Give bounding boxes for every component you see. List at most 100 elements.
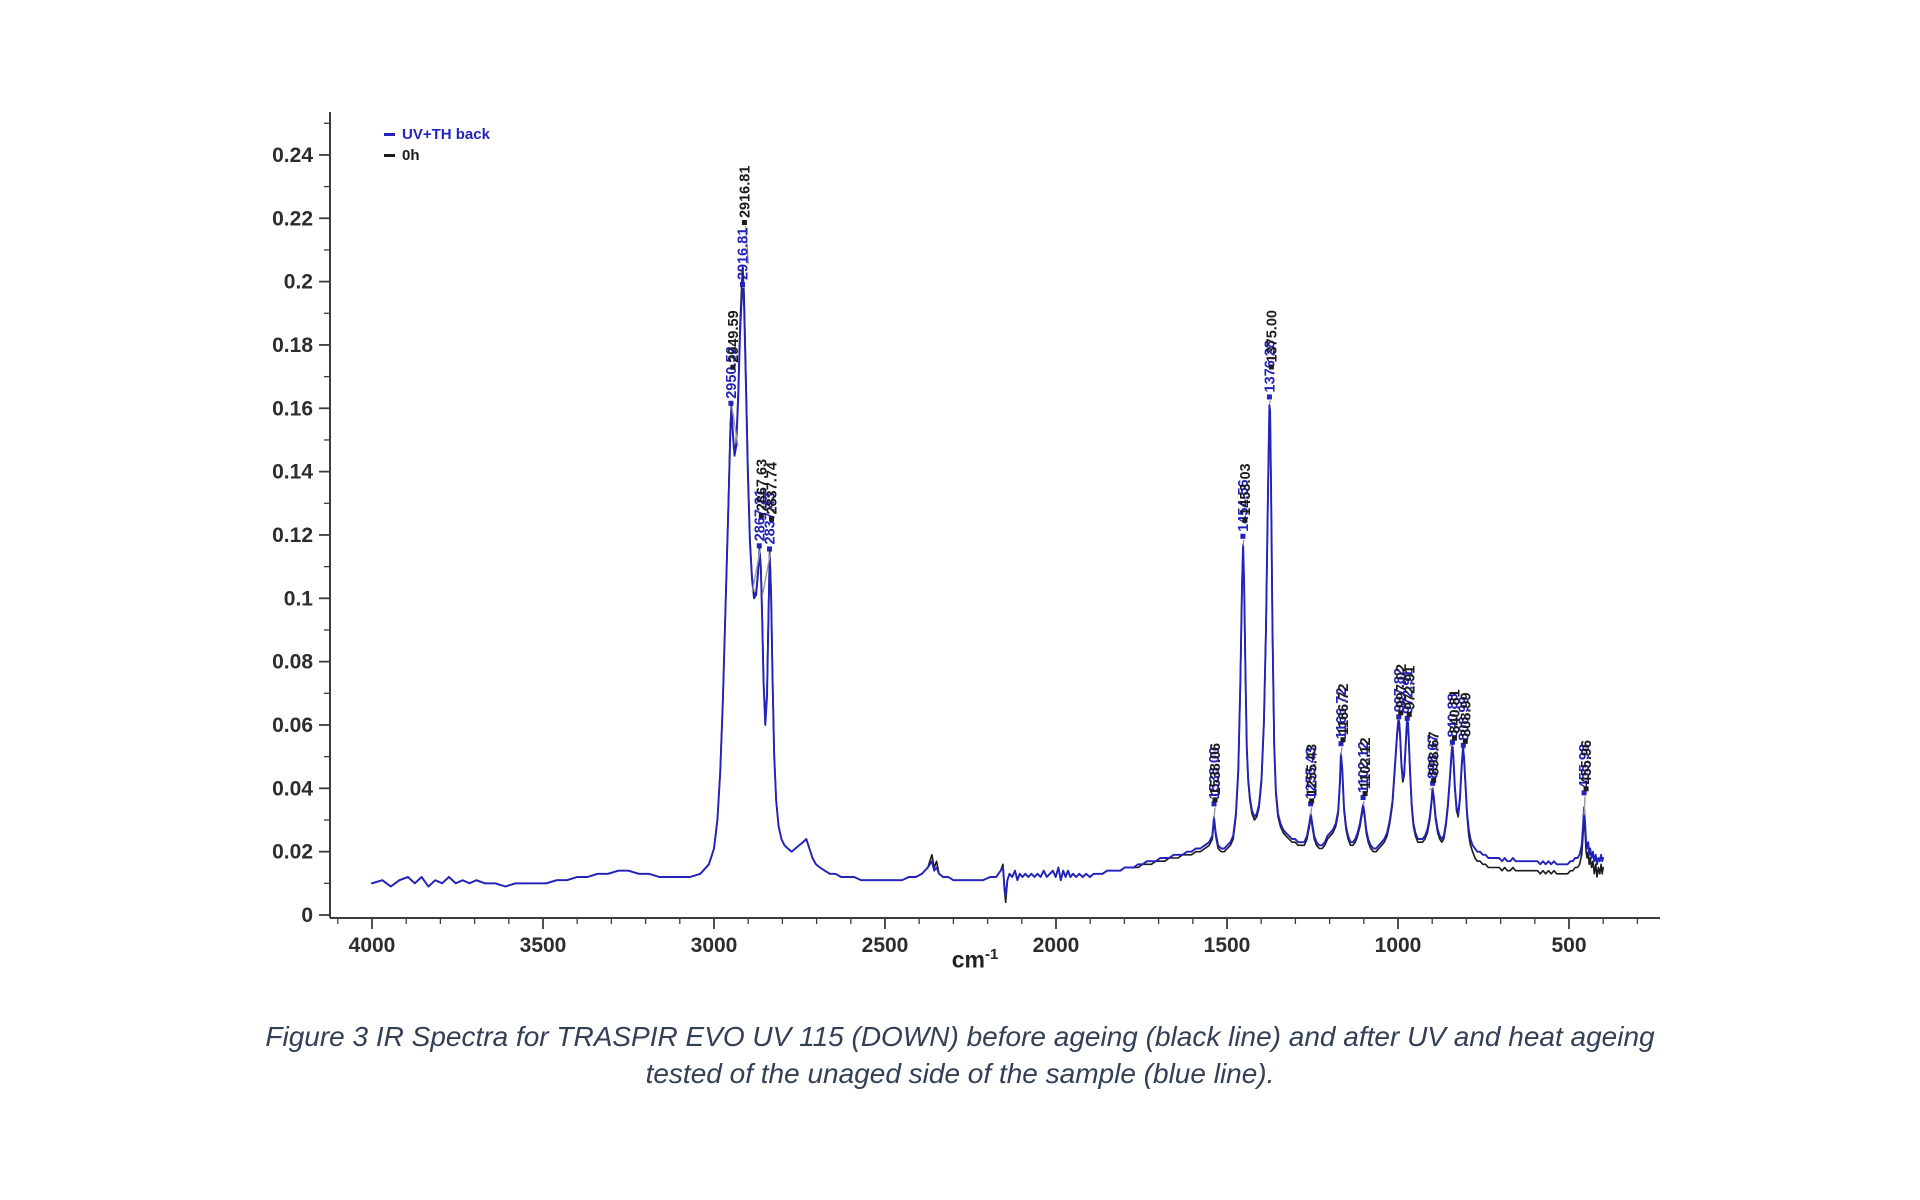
peak-marker-blue (1430, 780, 1436, 786)
legend-label-0h: 0h (402, 147, 420, 164)
peak-leader-line (1242, 539, 1245, 547)
peak-marker-black (1242, 517, 1248, 523)
peak-marker-blue (1404, 715, 1410, 721)
y-tick-label: 0.12 (272, 524, 313, 547)
peak-marker-blue (1338, 741, 1344, 747)
peak-label-blue: 840.88 (1445, 693, 1461, 737)
x-axis-title: cm-1 (905, 946, 1045, 974)
spectrum-trace (371, 277, 1605, 897)
peak-label-blue: 1255.43 (1304, 747, 1320, 799)
peak-leader-line (1268, 400, 1272, 404)
y-tick-label: 0.1 (284, 587, 314, 610)
y-tick-label: 0.14 (272, 461, 313, 484)
peak-leader-line (1340, 747, 1343, 756)
peak-marker-black (1451, 735, 1457, 741)
peak-marker-black (1340, 737, 1346, 743)
peak-label-blue: 997.82 (1392, 668, 1408, 712)
figure-caption: Figure 3 IR Spectra for TRASPIR EVO UV 1… (0, 1018, 1920, 1092)
peak-marker-black (1406, 711, 1412, 717)
peak-leader-line (731, 406, 739, 447)
peak-label-blue: 2916.81 (735, 228, 751, 280)
x-tick-label: 4000 (349, 934, 396, 957)
peak-leader-line (1213, 807, 1216, 819)
peak-marker-blue (1360, 795, 1366, 801)
peak-marker-blue (1240, 533, 1246, 539)
peak-label-blue: 972.91 (1400, 670, 1416, 714)
peak-label-black: 2916.81 (737, 166, 753, 218)
peak-leader-line (1429, 786, 1435, 791)
x-axis-title-exponent: -1 (984, 946, 999, 963)
peak-label-black: 840.81 (1447, 689, 1463, 733)
spectrum-trace (371, 264, 1604, 904)
peak-label-black: 898.67 (1427, 731, 1443, 775)
peak-label-blue: 1102.12 (1356, 741, 1372, 793)
peak-marker-black (1268, 364, 1274, 370)
spectrum-line-uvth-back (371, 277, 1605, 897)
peak-label-black: 1255.43 (1305, 744, 1321, 796)
peak-label-black: 972.91 (1402, 666, 1418, 710)
peak-marker-blue (1449, 739, 1455, 745)
caption-line-1: Figure 3 IR Spectra for TRASPIR EVO UV 1… (265, 1021, 1655, 1052)
peak-label-blue: 455.98 (1577, 744, 1593, 788)
peak-marker-blue (1266, 394, 1272, 400)
x-tick-label: 2000 (1033, 934, 1080, 957)
peak-label-black: 1375.00 (1264, 310, 1280, 362)
x-tick-label: 1000 (1375, 934, 1422, 957)
peak-marker-blue (739, 282, 745, 288)
peak-marker-black (769, 516, 775, 522)
y-tick-label: 0.2 (284, 271, 313, 294)
peak-marker-blue (1581, 790, 1587, 796)
peak-marker-black (730, 364, 736, 370)
peak-label-black: 808.99 (1458, 692, 1474, 736)
peak-label-blue: 2950.52 (724, 346, 740, 398)
peak-label-black: 455.96 (1579, 740, 1595, 784)
peak-marker-blue (1211, 801, 1217, 807)
peak-marker-black (1583, 786, 1589, 792)
x-tick-label: 1500 (1204, 934, 1251, 957)
peak-label-blue: 1454.56 (1236, 479, 1252, 531)
legend-line-swatch-blue (384, 133, 395, 136)
peak-marker-black (1431, 777, 1437, 783)
legend-line-swatch-black (384, 154, 395, 157)
x-tick-label: 3500 (520, 934, 567, 957)
y-tick-label: 0.04 (272, 777, 313, 800)
peak-marker-blue (1396, 714, 1402, 720)
y-tick-label: 0.08 (272, 651, 313, 674)
peak-leader-line (744, 225, 750, 265)
peak-leader-line (1362, 800, 1365, 806)
y-tick-label: 0.16 (272, 397, 313, 420)
peak-marker-black (1309, 798, 1315, 804)
peak-label-black: 1538.06 (1208, 743, 1224, 795)
peak-marker-black (758, 513, 764, 519)
peak-marker-blue (767, 546, 773, 552)
peak-marker-blue (1460, 742, 1466, 748)
peak-label-black: 1166.72 (1336, 684, 1352, 736)
peak-labels: 2950.522949.592916.812916.812867.212867.… (724, 166, 1595, 819)
x-axis-title-unit: cm (951, 946, 985, 973)
peak-leader-line (1309, 807, 1313, 816)
peak-label-blue: 1538.00 (1207, 747, 1223, 799)
peak-marker-black (1212, 797, 1218, 803)
y-tick-label: 0.18 (272, 334, 313, 357)
y-tick-label: 0.06 (272, 714, 313, 737)
peak-leader-line (751, 549, 761, 593)
peak-leader-line (761, 552, 772, 596)
peak-marker-black (1462, 738, 1468, 744)
peak-marker-blue (728, 400, 734, 406)
peak-leader-line (1583, 796, 1586, 816)
peak-marker-black (1398, 710, 1404, 716)
y-tick-label: 0.02 (272, 841, 313, 864)
axes: 4000 3500 3000 2500 2000 1500 1000 500 0 0.02 0.04… (272, 112, 1660, 957)
y-tick-label: 0.24 (272, 144, 313, 167)
x-tick-label: 2500 (862, 934, 909, 957)
peak-marker-black (1362, 791, 1368, 797)
peak-label-black: 2837.74 (765, 462, 781, 514)
peak-marker-blue (756, 543, 762, 549)
x-tick-label: 500 (1551, 934, 1586, 957)
peak-label-black: 2867.63 (754, 459, 770, 511)
peak-label-blue: 808.99 (1456, 696, 1472, 740)
peak-label-black: 1453.03 (1238, 463, 1254, 515)
peak-label-blue: 898.67 (1426, 734, 1442, 778)
